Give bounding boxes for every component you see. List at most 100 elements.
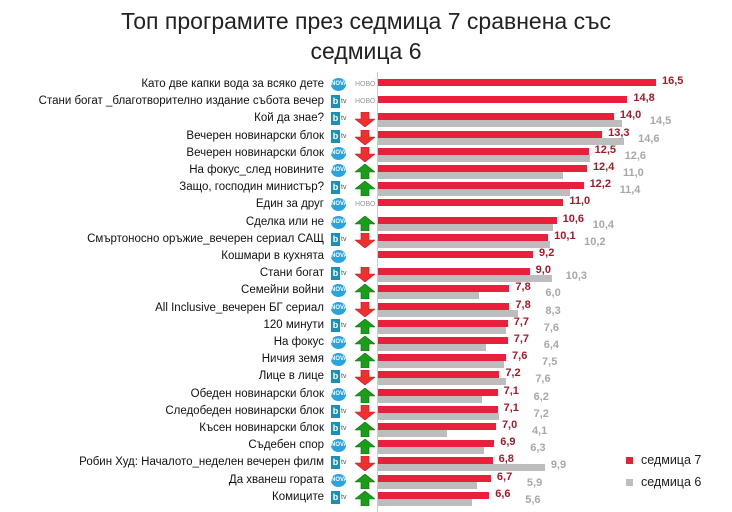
nova-logo-icon: NOVA — [331, 78, 348, 91]
value-label-week7: 7,1 — [503, 384, 519, 397]
category-label: Кой да знае? — [254, 112, 324, 125]
btv-logo-text: tv — [341, 115, 347, 123]
value-label-week7: 11,0 — [569, 195, 591, 208]
category-label: Смъртоносно оръжие_вечерен сериал САЩ — [87, 232, 324, 245]
bar-week7 — [378, 79, 657, 86]
value-label-week6: 11,0 — [622, 167, 644, 179]
bar-week6 — [378, 137, 624, 145]
value-label-week7: 13,3 — [608, 126, 630, 139]
bar-week7 — [378, 423, 496, 430]
bar-week6 — [378, 481, 478, 489]
category-label: Следобеден новинарски блок — [165, 404, 324, 417]
btv-logo-icon: b — [331, 456, 340, 470]
arrow-down-icon — [355, 267, 375, 283]
bar-week6 — [378, 378, 507, 386]
btv-logo-text: tv — [341, 98, 347, 106]
legend-swatch — [626, 457, 633, 464]
category-label: Вечерен новинарски блок — [186, 146, 324, 159]
bar-week6 — [378, 189, 571, 197]
arrow-down-icon — [355, 301, 375, 317]
bar-week7 — [378, 199, 564, 207]
value-label-week6: 14,5 — [649, 115, 672, 128]
btv-logo-icon: b — [331, 129, 340, 143]
value-label-week6: 7,6 — [535, 373, 551, 386]
new-badge: НОВО — [355, 201, 376, 209]
arrow-down-icon — [355, 129, 375, 145]
bar-week7 — [378, 491, 490, 499]
bar-week7 — [378, 319, 508, 327]
nova-logo-icon: NOVA — [331, 215, 348, 229]
category-label: На фокус_след новините — [189, 164, 324, 176]
arrow-up-icon — [355, 422, 375, 437]
arrow-down-icon — [355, 456, 375, 472]
value-label-week7: 14,8 — [633, 92, 655, 105]
bar-week6 — [378, 309, 518, 317]
bar-week6 — [378, 172, 564, 179]
value-label-week7: 7,8 — [515, 281, 531, 294]
value-label-week6: 11,4 — [619, 184, 641, 197]
value-label-week7: 10,1 — [554, 229, 576, 242]
btv-logo-text: tv — [341, 184, 347, 192]
legend-label: седмица 6 — [641, 475, 702, 489]
category-label: 120 минути — [263, 318, 324, 331]
bar-week6 — [378, 223, 554, 231]
btv-logo-text: tv — [341, 407, 347, 415]
btv-logo-icon: b — [331, 404, 340, 418]
arrow-down-icon — [355, 404, 375, 420]
category-label: Стани богат _благотворително издание съб… — [38, 95, 324, 108]
bar-week7 — [378, 113, 614, 121]
value-label-week6: 6,3 — [530, 442, 546, 455]
value-label-week6: 14,6 — [638, 132, 660, 145]
bar-week7 — [378, 457, 493, 465]
bar-week7 — [378, 285, 510, 293]
value-label-week7: 12,5 — [594, 143, 617, 156]
value-label-week7: 16,5 — [662, 75, 684, 87]
bar-week6 — [378, 464, 545, 472]
bar-week6 — [378, 326, 507, 334]
category-label: Обеден новинарски блок — [190, 387, 324, 400]
bar-week6 — [378, 447, 485, 455]
nova-logo-icon: NOVA — [331, 164, 348, 177]
bar-week7 — [378, 405, 498, 413]
value-label-week6: 7,2 — [533, 407, 549, 420]
value-label-week7: 14,0 — [619, 109, 642, 122]
bar-week6 — [378, 240, 550, 248]
arrow-down-icon — [355, 146, 375, 162]
arrow-up-icon — [355, 318, 375, 334]
bar-week6 — [378, 361, 505, 369]
bar-week7 — [378, 216, 557, 224]
bar-week6 — [378, 498, 473, 506]
category-label: Да хванеш гората — [228, 473, 324, 486]
value-label-week7: 7,8 — [515, 298, 531, 311]
bar-week6 — [378, 430, 448, 437]
bar-week7 — [378, 440, 495, 448]
btv-logo-text: tv — [341, 373, 347, 381]
btv-logo-text: tv — [341, 493, 347, 501]
nova-logo-icon: NOVA — [331, 198, 348, 212]
btv-logo-icon: b — [331, 267, 340, 281]
value-label-week6: 8,3 — [545, 304, 561, 317]
bar-week7 — [378, 371, 500, 379]
nova-logo-icon: NOVA — [331, 146, 348, 160]
category-label: Късен новинарски блок — [199, 422, 324, 434]
bar-week6 — [378, 344, 486, 351]
value-label-week6: 7,6 — [543, 321, 560, 334]
value-label-week7: 7,6 — [512, 350, 528, 363]
value-label-week7: 7,7 — [513, 333, 530, 345]
bar-week7 — [378, 233, 549, 241]
category-label: Кошмари в кухнята — [221, 250, 324, 262]
category-label: Като две капки вода за всяко дете — [141, 78, 324, 90]
btv-logo-text: tv — [341, 425, 347, 432]
category-label: Защо, господин министър? — [179, 181, 324, 194]
btv-logo-text: tv — [341, 459, 347, 467]
nova-logo-icon: NOVA — [331, 353, 348, 367]
category-label: На фокус — [273, 336, 324, 348]
arrow-up-icon — [355, 490, 375, 506]
nova-logo-icon: NOVA — [331, 439, 348, 453]
bar-week6 — [378, 412, 500, 420]
value-label-week6: 6,2 — [533, 390, 549, 403]
btv-logo-text: tv — [341, 270, 347, 278]
value-label-week7: 7,1 — [503, 401, 519, 414]
nova-logo-icon: NOVA — [331, 387, 348, 401]
